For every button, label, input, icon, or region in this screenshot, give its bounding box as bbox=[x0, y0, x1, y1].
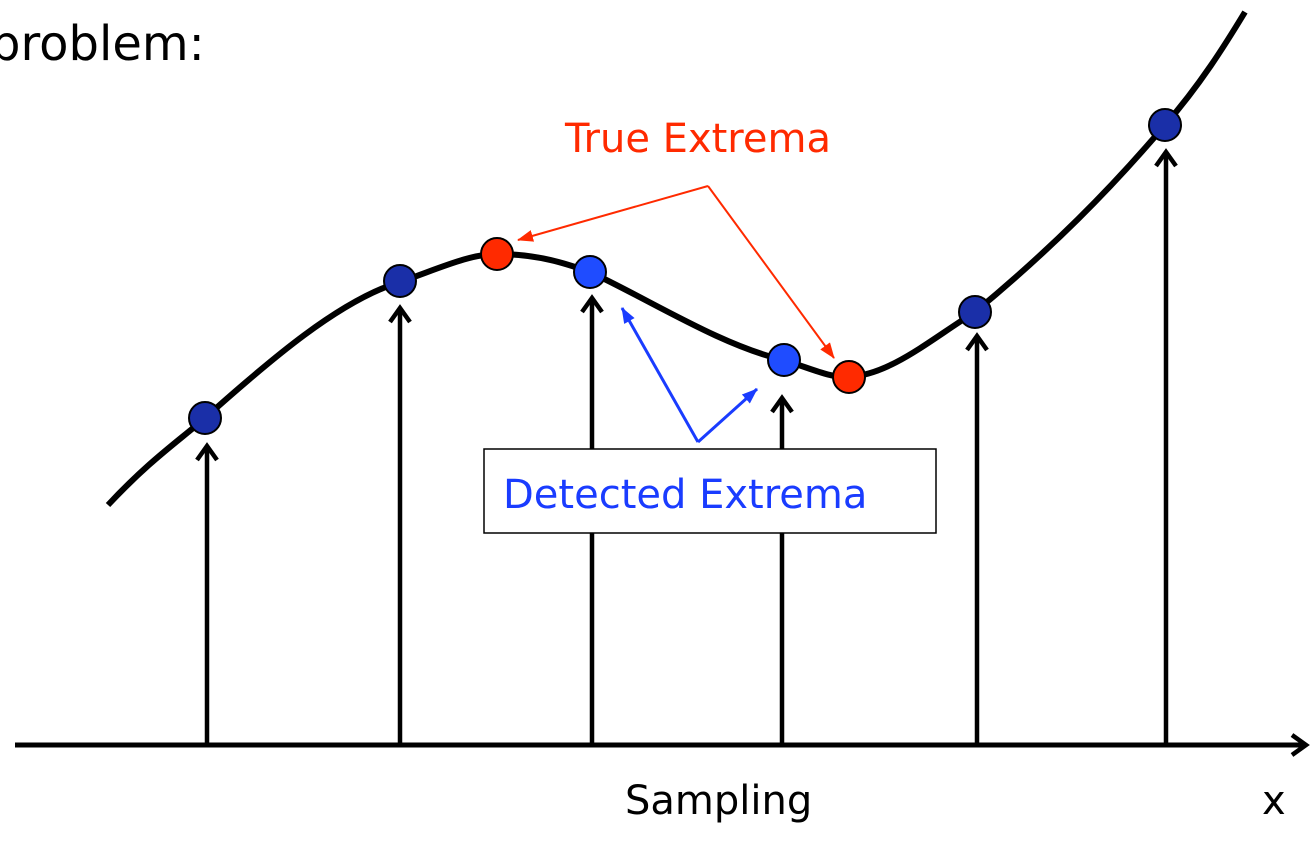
detected-point bbox=[767, 343, 801, 377]
sample-point bbox=[383, 264, 417, 298]
detected-box bbox=[483, 448, 937, 534]
true-point bbox=[832, 360, 866, 394]
true-point bbox=[480, 237, 514, 271]
title: problem: bbox=[0, 16, 205, 72]
axis-label: Sampling bbox=[625, 778, 812, 824]
true-arrow bbox=[517, 185, 709, 242]
detected-arrow bbox=[620, 307, 700, 443]
sample-arrows bbox=[195, 148, 1178, 745]
curve bbox=[105, 10, 1248, 508]
sample-point bbox=[1148, 108, 1182, 142]
true-arrow bbox=[707, 185, 835, 359]
sample-point bbox=[188, 401, 222, 435]
detected-point bbox=[573, 255, 607, 289]
detected-arrow bbox=[696, 387, 759, 444]
axis-symbol: x bbox=[1262, 778, 1286, 824]
true-extrema-label: True Extrema bbox=[564, 116, 831, 162]
detected-label: Detected Extrema bbox=[503, 472, 867, 518]
sample-point bbox=[958, 295, 992, 329]
